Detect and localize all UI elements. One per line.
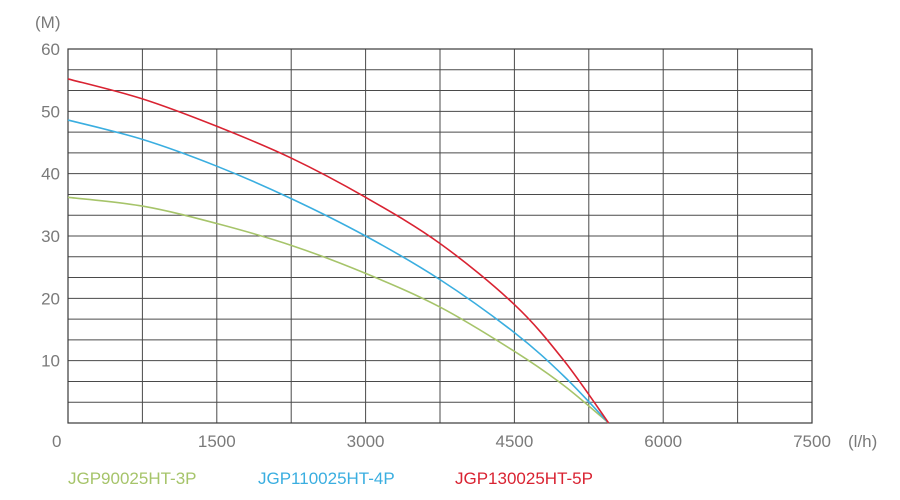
x-tick-label: 0	[52, 432, 61, 451]
x-tick-label: 7500	[793, 432, 831, 451]
series-line	[67, 119, 610, 424]
x-tick-label: 4500	[495, 432, 533, 451]
y-tick-label: 50	[41, 102, 60, 121]
chart-series	[67, 78, 610, 424]
chart-grid	[67, 48, 813, 424]
x-tick-label: 1500	[198, 432, 236, 451]
chart-legend: JGP90025HT-3P JGP110025HT-4P JGP130025HT-5…	[68, 469, 593, 488]
series-line	[67, 196, 610, 424]
x-axis-unit: (l/h)	[848, 432, 877, 451]
y-tick-label: 10	[41, 352, 60, 371]
legend-item: JGP110025HT-4P	[258, 469, 395, 488]
y-tick-label: 20	[41, 289, 60, 308]
y-tick-label: 30	[41, 227, 60, 246]
plot-frame	[67, 48, 813, 424]
y-tick-label: 60	[41, 40, 60, 59]
legend-item: JGP90025HT-3P	[68, 469, 197, 488]
y-axis-tick-labels: 10 20 30 40 50 60	[41, 40, 60, 371]
y-axis-unit: (M)	[35, 13, 60, 32]
x-axis-tick-labels: 0 1500 3000 4500 6000 7500	[52, 432, 831, 451]
series-line	[67, 78, 610, 424]
x-tick-label: 6000	[644, 432, 682, 451]
legend-item: JGP130025HT-5P	[455, 469, 593, 488]
x-tick-label: 3000	[347, 432, 385, 451]
y-tick-label: 40	[41, 165, 60, 184]
